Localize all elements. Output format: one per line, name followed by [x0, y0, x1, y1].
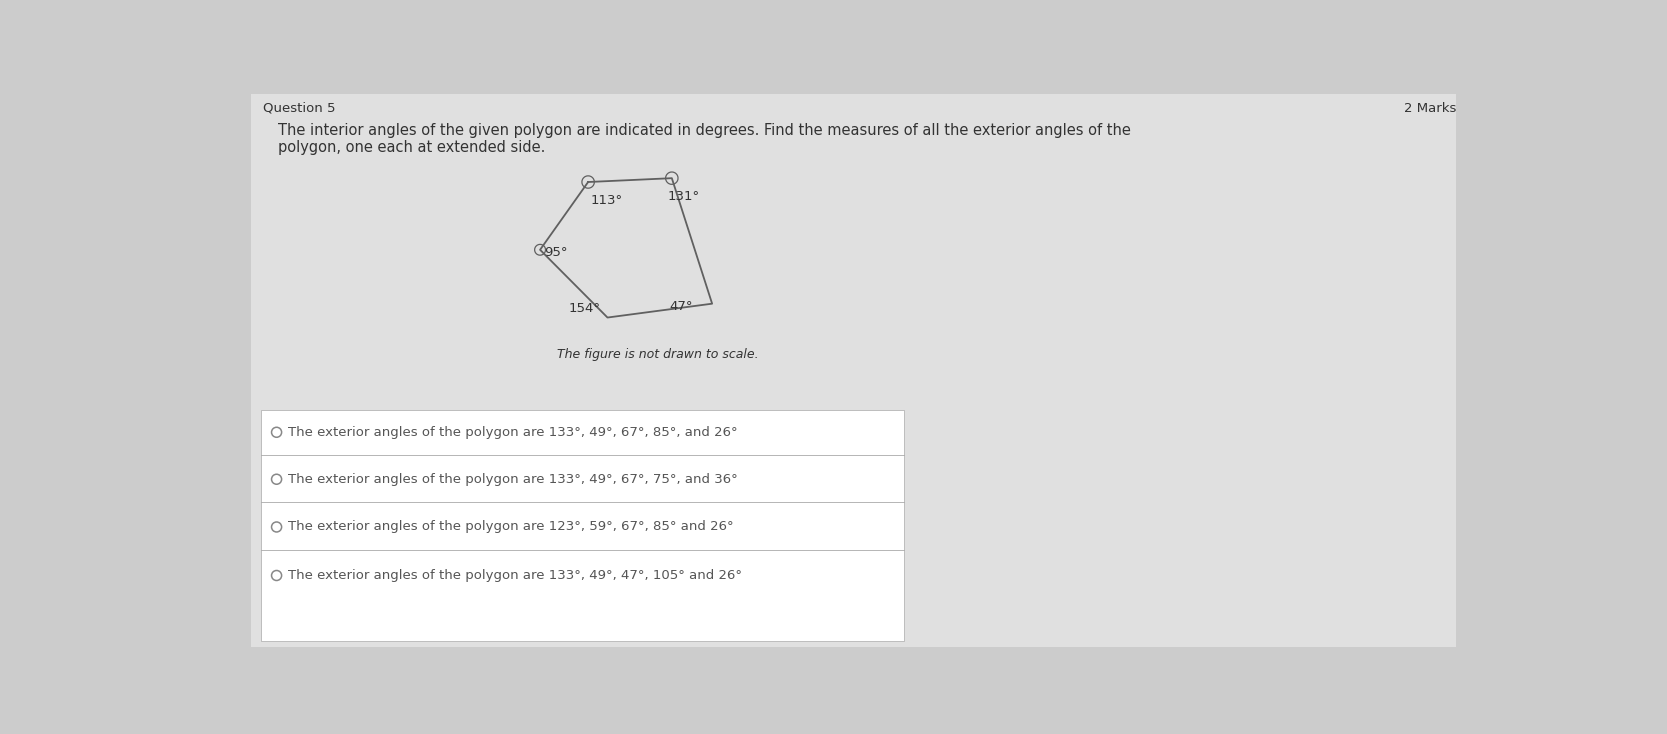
Text: 113°: 113° [590, 195, 622, 207]
Text: The exterior angles of the polygon are 123°, 59°, 67°, 85° and 26°: The exterior angles of the polygon are 1… [288, 520, 733, 534]
Text: The figure is not drawn to scale.: The figure is not drawn to scale. [557, 349, 758, 361]
Text: 2 Marks: 2 Marks [1404, 102, 1457, 115]
Text: 131°: 131° [668, 191, 700, 203]
Text: polygon, one each at extended side.: polygon, one each at extended side. [278, 139, 545, 155]
Text: The exterior angles of the polygon are 133°, 49°, 67°, 75°, and 36°: The exterior angles of the polygon are 1… [288, 473, 738, 486]
Text: 95°: 95° [543, 246, 567, 259]
Bar [262, 410, 904, 641]
Text: The exterior angles of the polygon are 133°, 49°, 47°, 105° and 26°: The exterior angles of the polygon are 1… [288, 569, 742, 582]
Text: 154°: 154° [568, 302, 600, 315]
FancyBboxPatch shape [252, 94, 1457, 647]
Text: Question 5: Question 5 [263, 102, 335, 115]
Text: The exterior angles of the polygon are 133°, 49°, 67°, 85°, and 26°: The exterior angles of the polygon are 1… [288, 426, 738, 439]
Text: The interior angles of the given polygon are indicated in degrees. Find the meas: The interior angles of the given polygon… [278, 123, 1130, 139]
Text: 47°: 47° [670, 299, 693, 313]
